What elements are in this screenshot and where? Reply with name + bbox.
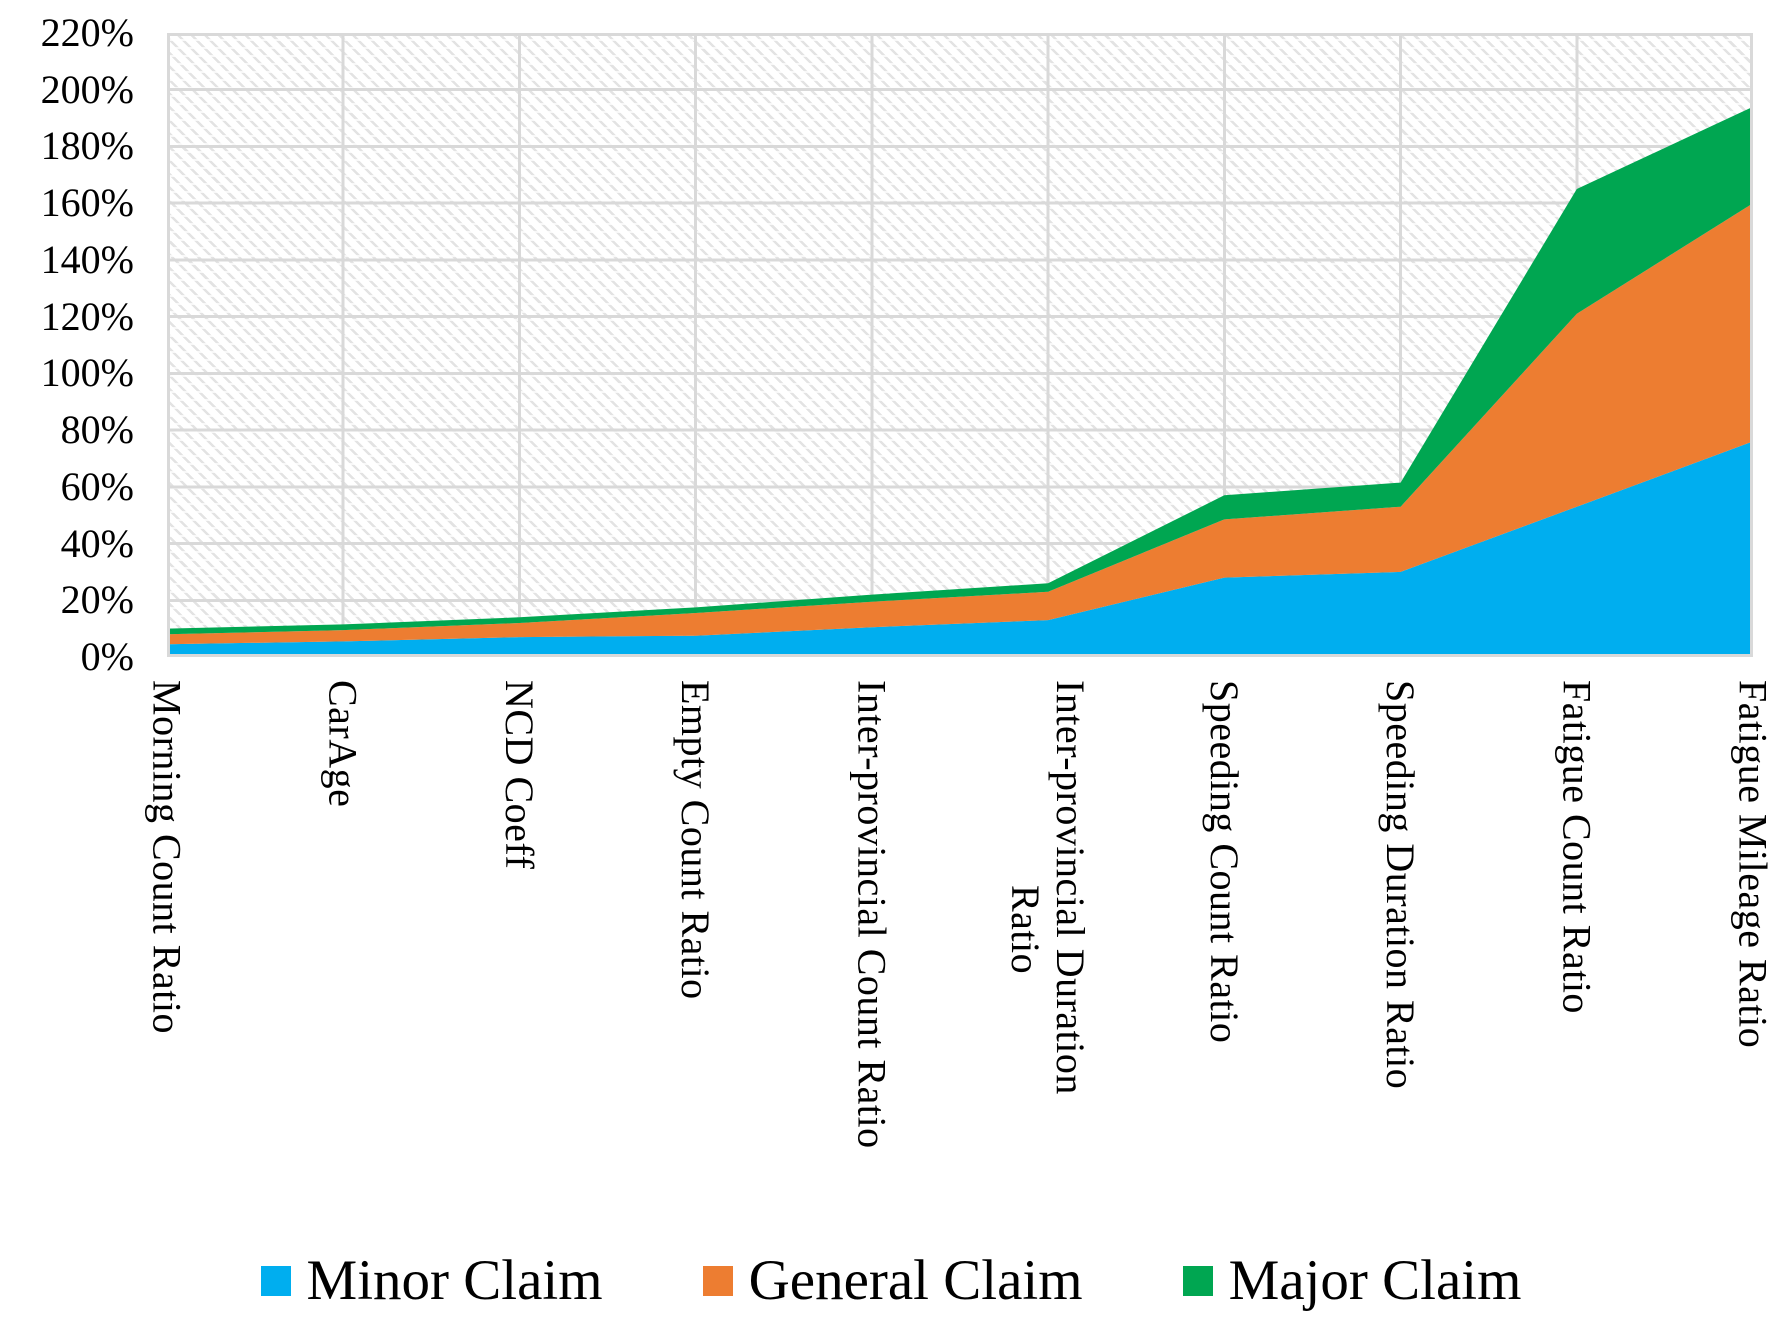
- stacked-area-svg: [167, 33, 1753, 657]
- legend-color-swatch: [260, 1265, 291, 1296]
- y-axis-tick-label: 140%: [40, 236, 134, 282]
- x-axis-category-label-line: Morning Count Ratio: [144, 680, 190, 1034]
- legend-label: Minor Claim: [306, 1249, 603, 1312]
- x-axis-category-label-line: NCD Coeff: [496, 680, 542, 870]
- x-axis-category-label-line: Speeding Count Ratio: [1201, 680, 1247, 1044]
- x-axis-category-label: NCD Coeff: [497, 680, 542, 869]
- y-axis-tick-label: 100%: [40, 350, 134, 396]
- x-axis-category-label-line: Inter-provincial Count Ratio: [849, 680, 895, 1149]
- legend-label: Major Claim: [1228, 1249, 1522, 1312]
- y-axis-tick-label: 60%: [60, 463, 134, 509]
- legend-label: General Claim: [748, 1249, 1083, 1312]
- legend-item-general-claim: General Claim: [702, 1249, 1083, 1312]
- x-axis-category-label-line: Ratio: [1003, 885, 1049, 975]
- y-axis-tick-label: 180%: [40, 123, 134, 169]
- legend: Minor Claim General Claim Major Claim: [0, 1252, 1782, 1309]
- plot-area: [167, 33, 1753, 657]
- area-series-general-claim: [167, 203, 1753, 645]
- x-axis-category-label: Speeding Duration Ratio: [1378, 680, 1423, 1089]
- y-axis-tick-label: 40%: [60, 520, 134, 566]
- area-series-major-claim: [167, 106, 1753, 635]
- y-axis-tick-label: 220%: [40, 10, 134, 55]
- x-axis-category-label: Morning Count Ratio: [145, 680, 190, 1034]
- legend-item-major-claim: Major Claim: [1182, 1249, 1522, 1312]
- y-axis-tick-label: 0%: [80, 634, 134, 679]
- x-axis-category-label-line: Fatigue Count Ratio: [1554, 680, 1600, 1014]
- x-axis-category-label-line: CarAge: [320, 680, 366, 808]
- x-axis-category-label-line: Inter-provincial Duration: [1048, 680, 1094, 1095]
- x-axis-category-label: CarAge: [321, 680, 366, 807]
- legend-color-swatch: [1182, 1265, 1213, 1296]
- x-axis-category-label: Inter-provincial Duration Ratio: [1003, 680, 1093, 1180]
- y-axis-tick-label: 200%: [40, 66, 134, 112]
- x-axis-category-label: Inter-provincial Count Ratio: [849, 680, 894, 1149]
- legend-item-minor-claim: Minor Claim: [260, 1249, 603, 1312]
- y-axis-tick-label: 80%: [60, 407, 134, 453]
- x-axis-category-label-line: Empty Count Ratio: [673, 680, 719, 1000]
- x-axis-category-label: Fatigue Count Ratio: [1554, 680, 1599, 1014]
- y-axis-tick-label: 160%: [40, 180, 134, 226]
- x-axis-category-label: Empty Count Ratio: [673, 680, 718, 1000]
- y-axis-tick-label: 20%: [60, 577, 134, 623]
- area-series-minor-claim: [167, 441, 1753, 657]
- x-axis-category-label: Speeding Count Ratio: [1202, 680, 1247, 1043]
- legend-color-swatch: [702, 1265, 733, 1296]
- x-axis-category-label: Fatigue Mileage Ratio: [1731, 680, 1776, 1048]
- x-axis-category-label-line: Speeding Duration Ratio: [1378, 680, 1424, 1090]
- x-axis-category-label-line: Fatigue Mileage Ratio: [1730, 680, 1776, 1049]
- y-axis-tick-label: 120%: [40, 293, 134, 339]
